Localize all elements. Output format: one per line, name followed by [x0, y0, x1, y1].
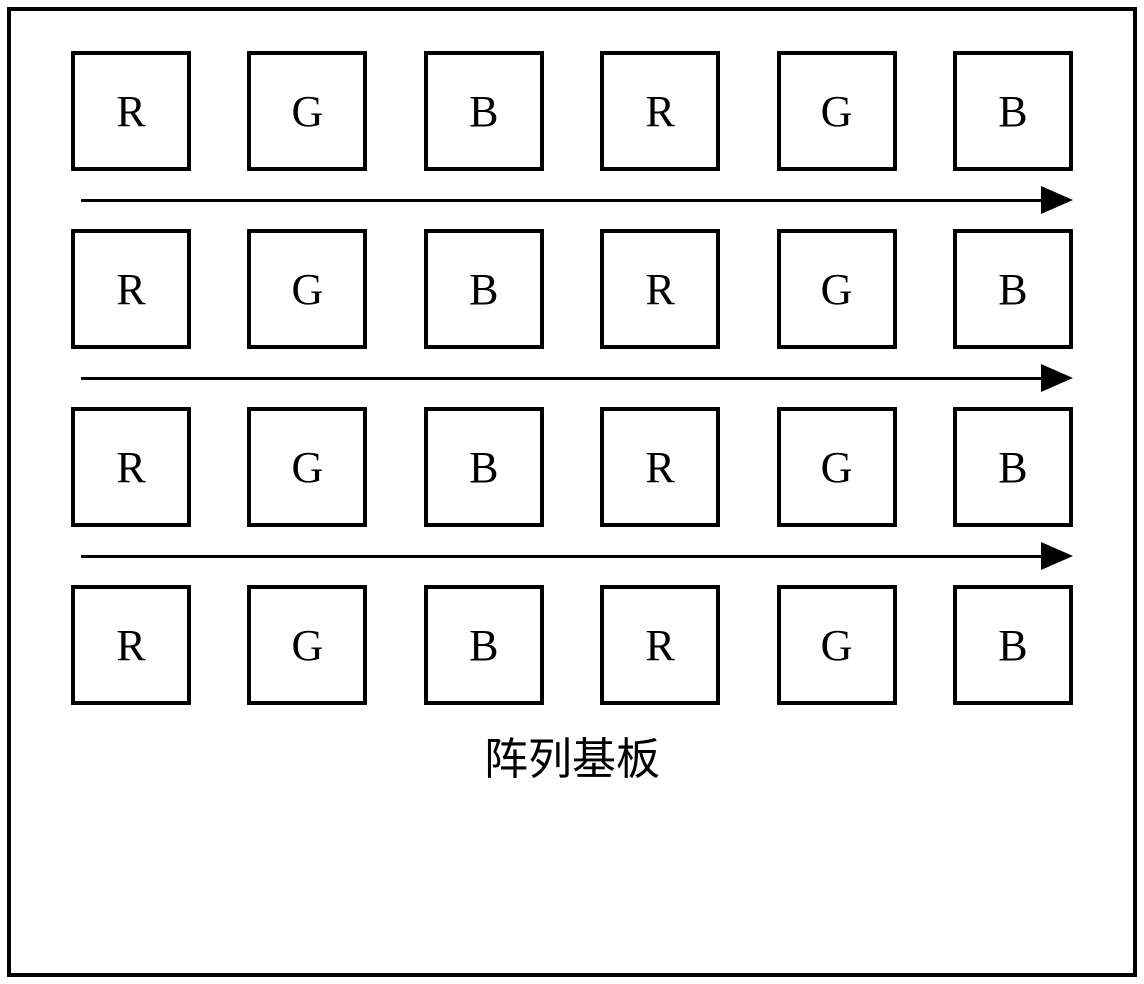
- pixel-label: B: [469, 86, 498, 137]
- pixel-label: R: [645, 442, 674, 493]
- pixel-row: RGBRGB: [71, 51, 1073, 171]
- pixel-cell: B: [953, 585, 1073, 705]
- pixel-cell: R: [600, 51, 720, 171]
- pixel-label: G: [292, 264, 324, 315]
- pixel-label: G: [292, 620, 324, 671]
- scan-arrow-row: [81, 349, 1073, 407]
- pixel-cell: G: [247, 51, 367, 171]
- pixel-row: RGBRGB: [71, 407, 1073, 527]
- pixel-label: R: [116, 264, 145, 315]
- pixel-cell: R: [600, 407, 720, 527]
- pixel-cell: B: [953, 229, 1073, 349]
- pixel-cell: B: [953, 407, 1073, 527]
- arrow-line: [81, 555, 1055, 558]
- pixel-cell: B: [424, 51, 544, 171]
- pixel-cell: G: [777, 407, 897, 527]
- pixel-label: G: [292, 86, 324, 137]
- scan-arrow-row: [81, 171, 1073, 229]
- pixel-cell: G: [247, 585, 367, 705]
- arrow-line: [81, 199, 1055, 202]
- arrow-line: [81, 377, 1055, 380]
- arrow-right-icon: [81, 377, 1073, 380]
- pixel-cell: G: [777, 51, 897, 171]
- pixel-label: G: [821, 264, 853, 315]
- pixel-cell: G: [777, 585, 897, 705]
- pixel-cell: G: [247, 229, 367, 349]
- pixel-label: B: [998, 442, 1027, 493]
- pixel-label: B: [998, 86, 1027, 137]
- pixel-row: RGBRGB: [71, 229, 1073, 349]
- pixel-label: G: [821, 442, 853, 493]
- pixel-label: R: [645, 86, 674, 137]
- pixel-label: B: [469, 442, 498, 493]
- pixel-cell: R: [71, 585, 191, 705]
- pixel-label: R: [116, 86, 145, 137]
- pixel-label: R: [116, 442, 145, 493]
- arrow-right-icon: [81, 555, 1073, 558]
- scan-arrow-row: [81, 527, 1073, 585]
- pixel-label: R: [645, 620, 674, 671]
- substrate-caption: 阵列基板: [71, 723, 1073, 787]
- pixel-label: B: [469, 620, 498, 671]
- pixel-label: B: [469, 264, 498, 315]
- array-substrate: R G B R G B R G B R G B R G B R G B R G B R G B 阵列基板: [7, 7, 1137, 977]
- pixel-cell: G: [247, 407, 367, 527]
- pixel-label: B: [998, 264, 1027, 315]
- arrow-head-icon: [1041, 186, 1073, 214]
- pixel-cell: R: [600, 229, 720, 349]
- arrow-head-icon: [1041, 542, 1073, 570]
- pixel-cell: R: [71, 51, 191, 171]
- pixel-label: B: [998, 620, 1027, 671]
- pixel-label: R: [116, 620, 145, 671]
- pixel-cell: R: [600, 585, 720, 705]
- pixel-cell: G: [777, 229, 897, 349]
- arrow-right-icon: [81, 199, 1073, 202]
- pixel-cell: B: [424, 229, 544, 349]
- pixel-cell: B: [424, 407, 544, 527]
- pixel-label: G: [821, 620, 853, 671]
- pixel-label: R: [645, 264, 674, 315]
- pixel-label: G: [821, 86, 853, 137]
- pixel-row: RGBRGB: [71, 585, 1073, 705]
- pixel-cell: B: [953, 51, 1073, 171]
- pixel-cell: R: [71, 229, 191, 349]
- pixel-label: G: [292, 442, 324, 493]
- pixel-cell: R: [71, 407, 191, 527]
- pixel-cell: B: [424, 585, 544, 705]
- arrow-head-icon: [1041, 364, 1073, 392]
- pixel-grid: R G B R G B R G B R G B R G B R G B R G B R G B: [71, 51, 1073, 705]
